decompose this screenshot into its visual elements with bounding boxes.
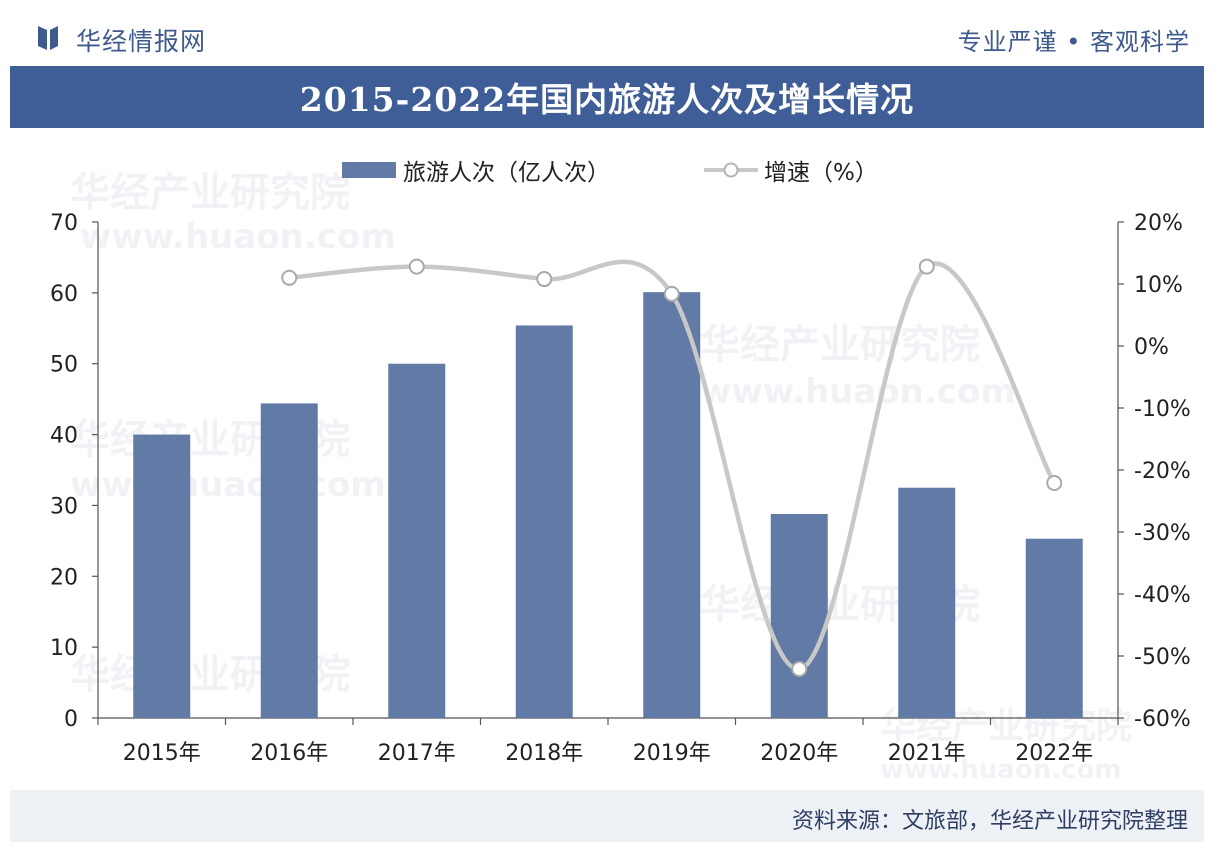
left-tick-label: 60 (50, 282, 78, 307)
brand-logo-icon (38, 26, 58, 50)
watermark-url: www.huaon.com (80, 217, 396, 257)
title-bar: 2015-2022年国内旅游人次及增长情况 (10, 66, 1204, 128)
x-axis-labels: 2015年 2016年 2017年 2018年 2019年 2020年 2021年 2022年 (123, 741, 1094, 766)
x-tick-label: 2021年 (888, 741, 966, 766)
growth-point (791, 661, 808, 678)
watermark-url: www.huaon.com (70, 465, 386, 505)
x-tick-label: 2019年 (633, 741, 711, 766)
watermark-layer: 华经产业研究院 www.huaon.com 华经产业研究院 www.huaon.… (70, 170, 1132, 785)
x-tick-label: 2015年 (123, 741, 201, 766)
right-tick-label: 20% (1134, 211, 1183, 236)
right-tick-label: -30% (1134, 521, 1191, 546)
x-tick-label: 2016年 (250, 741, 328, 766)
header: 华经情报网 专业严谨 • 客观科学 (0, 0, 1230, 62)
right-tick-label: 0% (1134, 335, 1169, 360)
legend-bar-swatch (342, 162, 396, 178)
left-tick-label: 20 (50, 565, 78, 590)
left-tick-label: 40 (50, 424, 78, 449)
bar (770, 513, 828, 718)
x-tick-label: 2017年 (378, 741, 456, 766)
legend-bar-label: 旅游人次（亿人次） (403, 160, 610, 186)
watermark-url: www.huaon.com (880, 755, 1121, 785)
x-tick-label: 2020年 (760, 741, 838, 766)
chart-panel (10, 128, 1204, 788)
slogan: 专业严谨 • 客观科学 (957, 28, 1190, 56)
left-tick-label: 70 (50, 211, 78, 236)
bar (1025, 538, 1083, 718)
x-tick-label: 2022年 (1015, 741, 1093, 766)
legend-line-marker (723, 162, 739, 178)
footer (10, 790, 1204, 842)
right-tick-label: 10% (1134, 273, 1183, 298)
right-tick-label: -20% (1134, 459, 1191, 484)
growth-point (1046, 475, 1063, 492)
right-tick-label: -50% (1134, 645, 1191, 670)
x-tick-label: 2018年 (505, 741, 583, 766)
bar (260, 403, 318, 718)
growth-point (663, 285, 680, 302)
growth-line (281, 258, 1063, 678)
growth-point (408, 258, 425, 275)
brand-name: 华经情报网 (76, 27, 207, 56)
legend: 旅游人次（亿人次） 增速（%） (342, 160, 878, 186)
left-tick-label: 30 (50, 494, 78, 519)
growth-point (281, 269, 298, 286)
bar (133, 434, 191, 718)
left-tick-label: 10 (50, 636, 78, 661)
left-tick-label: 50 (50, 353, 78, 378)
bar (388, 363, 446, 718)
bars (133, 292, 1083, 718)
source-note: 资料来源：文旅部，华经产业研究院整理 (791, 809, 1188, 834)
watermark-name: 华经产业研究院 (700, 322, 980, 368)
right-tick-label: -40% (1134, 583, 1191, 608)
watermark-url: www.huaon.com (700, 372, 1016, 412)
watermark-name: 华经产业研究院 (70, 170, 350, 216)
bar (515, 325, 573, 718)
chart-title: 2015-2022年国内旅游人次及增长情况 (299, 80, 915, 119)
bar (643, 292, 701, 718)
left-tick-label: 0 (64, 707, 78, 732)
legend-line-label: 增速（%） (764, 160, 878, 186)
growth-point (536, 271, 553, 288)
axes: 0 10 20 30 40 50 60 70 -60% -50% -40% -30% -20% -10% 0… (50, 211, 1191, 732)
right-tick-label: -60% (1134, 707, 1191, 732)
bar (898, 487, 956, 718)
growth-point (918, 258, 935, 275)
right-tick-label: -10% (1134, 397, 1191, 422)
chart: 华经产业研究院 www.huaon.com 华经产业研究院 www.huaon.… (50, 160, 1191, 785)
